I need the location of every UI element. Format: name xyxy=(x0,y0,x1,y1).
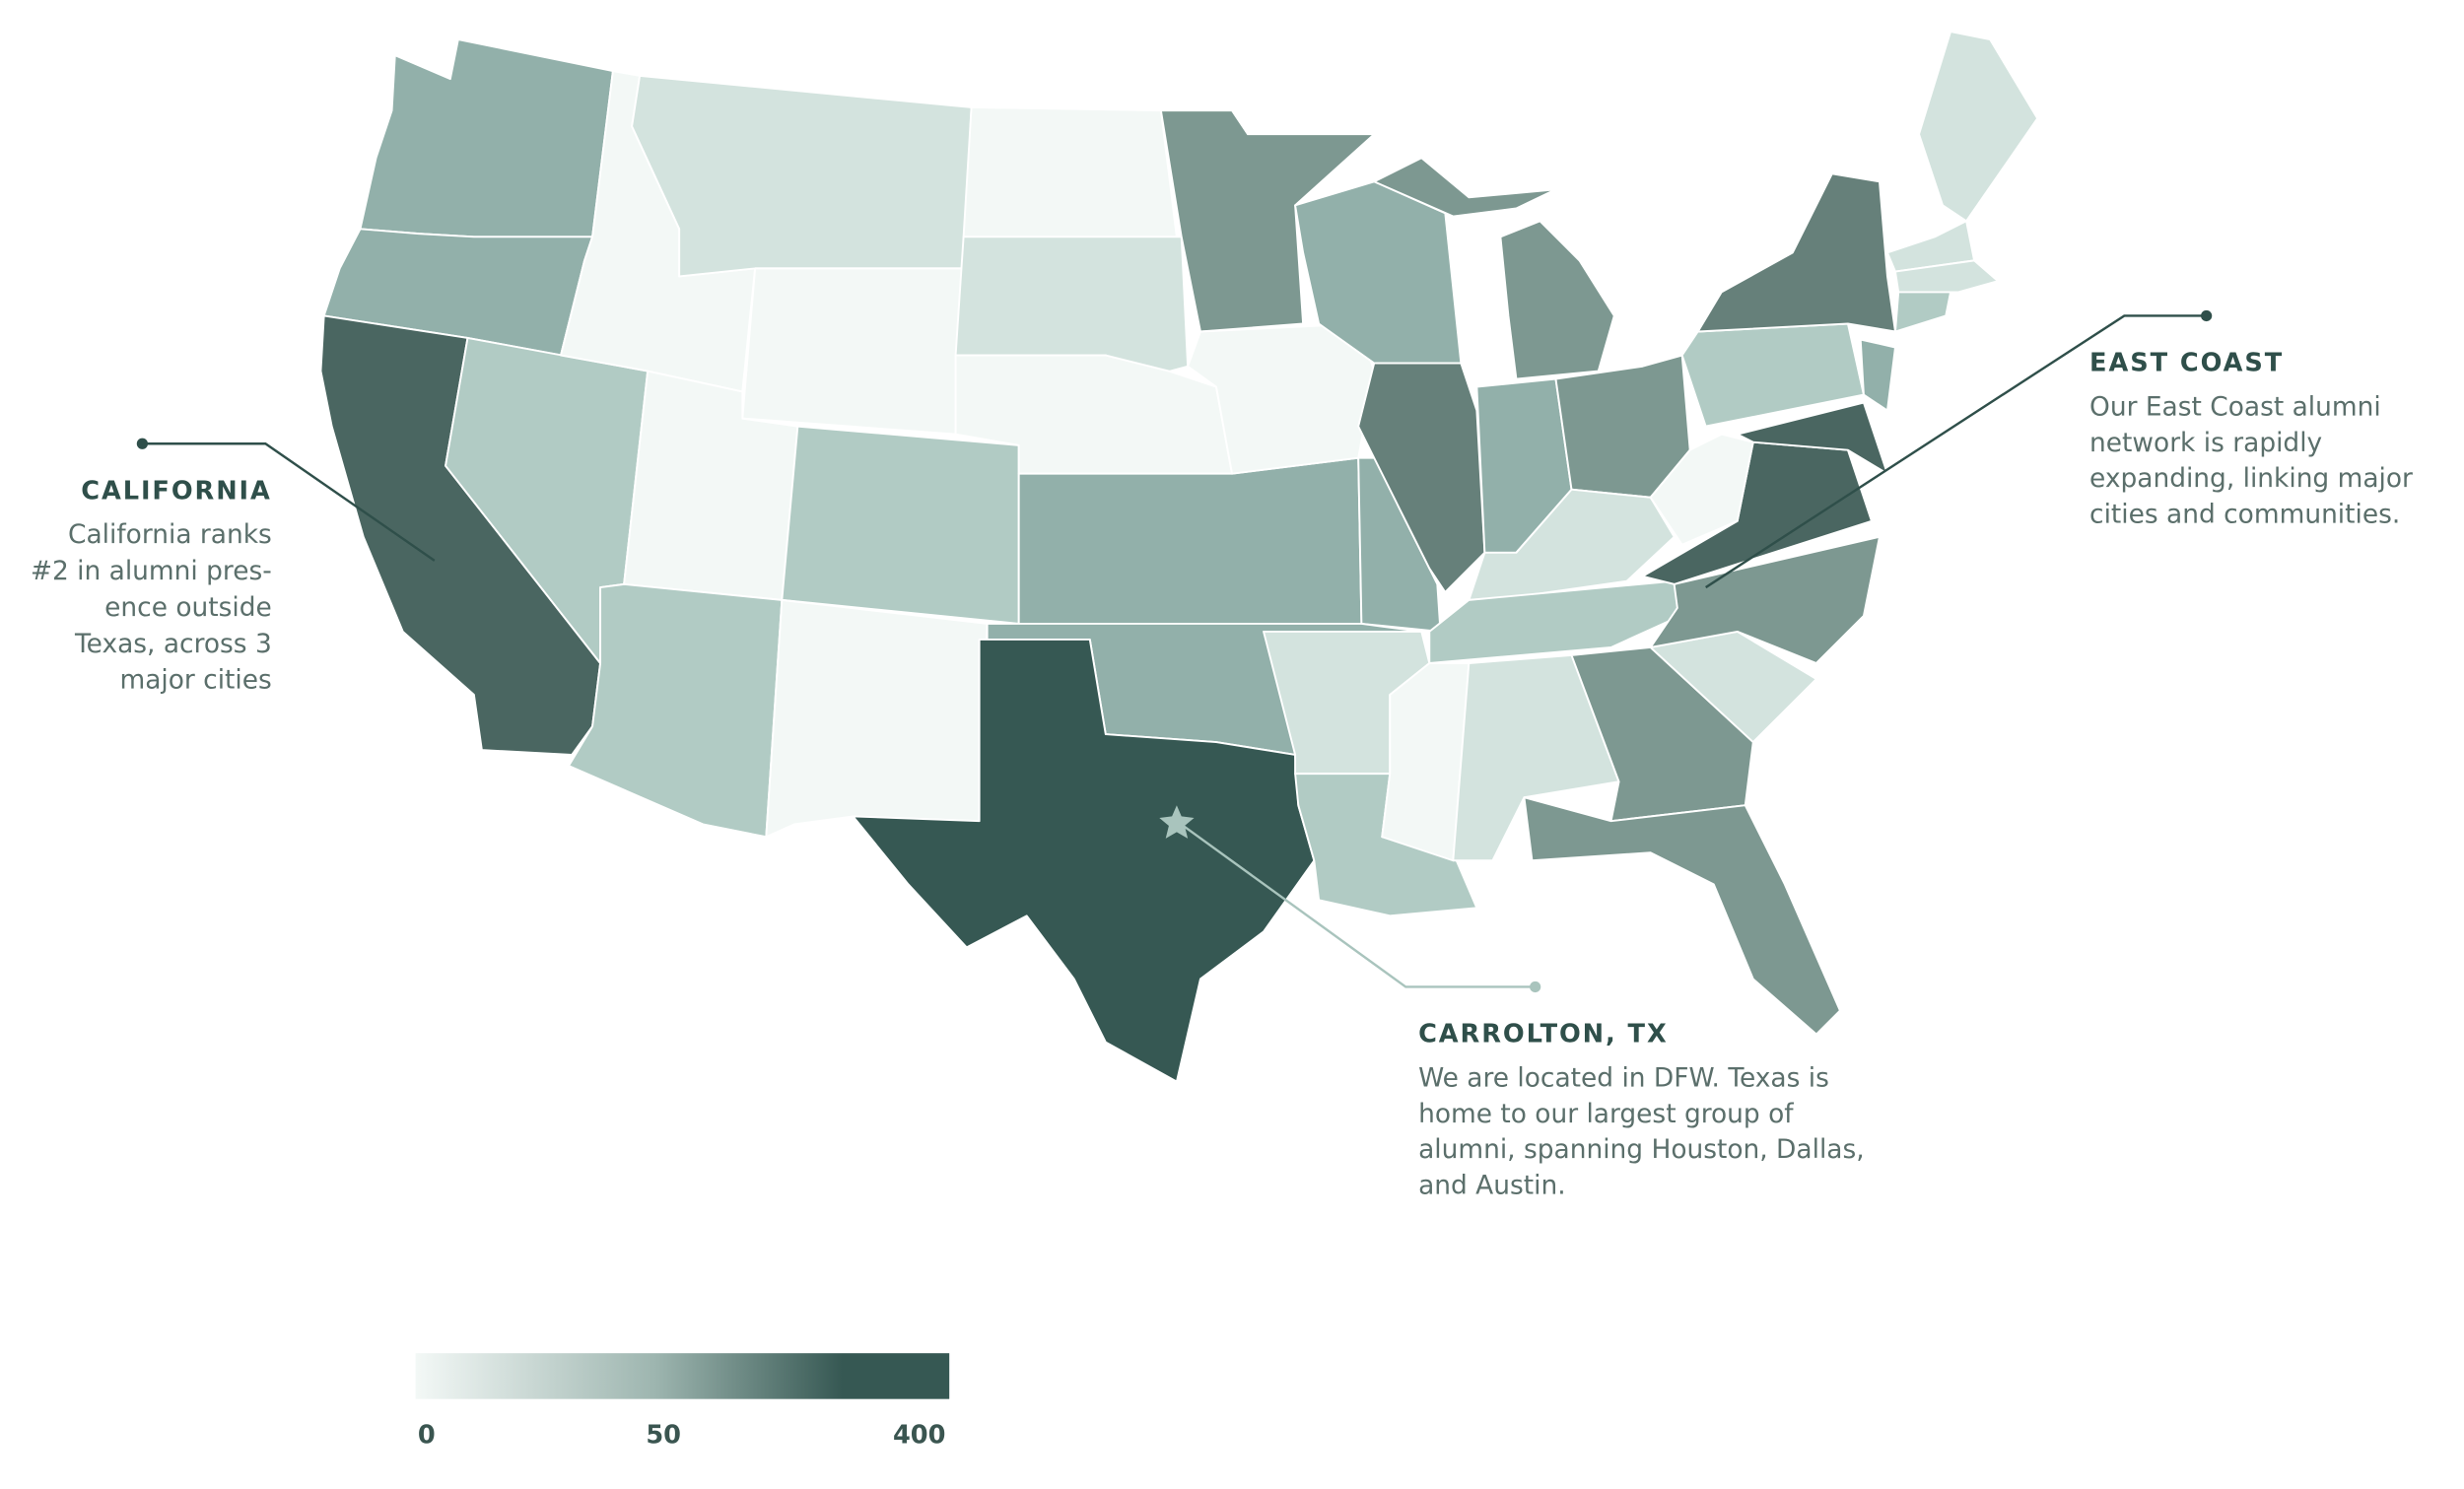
state xyxy=(852,638,1316,1083)
state xyxy=(1696,172,1896,333)
leader-line xyxy=(1705,314,2207,589)
leader-dot xyxy=(2201,309,2213,322)
leaders xyxy=(136,309,2213,993)
state xyxy=(568,582,784,839)
state xyxy=(1736,401,1888,475)
state xyxy=(741,267,965,436)
annotation-text: California ranks xyxy=(68,519,272,550)
leader-line xyxy=(1176,820,1536,988)
annotation-text: cities and communities. xyxy=(2089,500,2400,530)
annotation-title: EAST COAST xyxy=(2089,349,2284,378)
state xyxy=(1680,322,1865,428)
legend: 0 50 400 xyxy=(418,1421,946,1451)
annotations: CALIFORNIA California ranks #2 in alumni p… xyxy=(31,349,2413,1201)
annotation-text: major cities xyxy=(119,665,271,696)
state xyxy=(359,38,614,238)
annotation-title: CARROLTON, TX xyxy=(1418,1020,1669,1049)
legend-bar xyxy=(415,1353,950,1399)
state xyxy=(1859,338,1896,412)
state xyxy=(1886,220,1976,273)
state xyxy=(1894,259,2000,294)
state xyxy=(1373,157,1557,218)
star xyxy=(1159,805,1195,839)
state xyxy=(1357,362,1486,593)
us-map xyxy=(319,31,2039,1083)
state xyxy=(1918,31,2039,223)
annotation-text: Our East Coast alumni xyxy=(2089,391,2381,422)
annotation-text: #2 in alumni pres- xyxy=(31,556,272,586)
state xyxy=(962,105,1178,238)
legend-tick-label: 400 xyxy=(893,1421,945,1451)
legend-tick-label: 0 xyxy=(418,1421,436,1451)
annotation-text: We are located in DFW. Texas is xyxy=(1418,1062,1829,1093)
state xyxy=(1894,291,1952,333)
state xyxy=(1649,535,1881,664)
annotation-title: CALIFORNIA xyxy=(81,476,272,506)
state xyxy=(765,598,989,839)
state xyxy=(1523,796,1841,1036)
leader-dot xyxy=(1530,981,1541,993)
state xyxy=(1499,220,1615,380)
state xyxy=(1017,456,1363,625)
annotation-text: expanding, linking major xyxy=(2089,463,2413,494)
leader-dot xyxy=(136,438,148,449)
annotation-text: network is rapidly xyxy=(2089,428,2322,458)
annotation-text: ence outside xyxy=(104,592,272,623)
state xyxy=(631,74,973,278)
annotation-text: alumni, spanning Houston, Dallas, xyxy=(1418,1134,1865,1165)
legend-tick-label: 50 xyxy=(646,1421,681,1451)
annotation-text: home to our largest group of xyxy=(1418,1099,1794,1129)
annotation-text: and Austin. xyxy=(1418,1171,1566,1201)
annotation-text: Texas, across 3 xyxy=(74,629,272,659)
leader-line xyxy=(142,442,436,562)
state xyxy=(781,425,1020,625)
